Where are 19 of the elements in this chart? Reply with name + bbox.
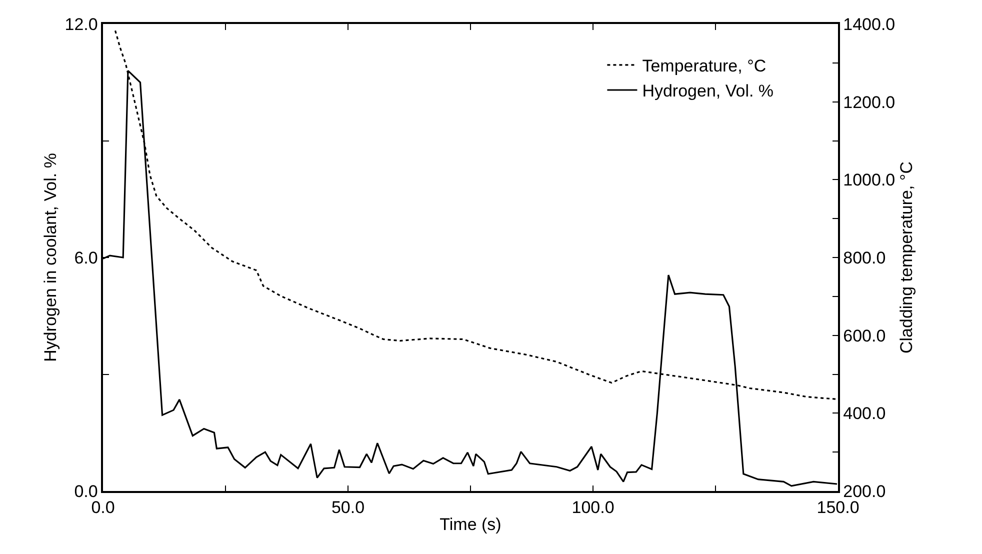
y-tick-label: 12.0 bbox=[64, 14, 98, 34]
x-tick-label: 100.0 bbox=[572, 498, 614, 518]
y2-tick-label: 200.0 bbox=[843, 482, 886, 501]
x-tick-label: 150.0 bbox=[816, 498, 860, 518]
y-axis-title: Hydrogen in coolant, Vol. % bbox=[40, 153, 60, 362]
legend-label: Temperature, °C bbox=[642, 56, 766, 76]
y-tick-label: 6.0 bbox=[74, 248, 98, 268]
x-tick-label: 0.0 bbox=[91, 498, 115, 518]
x-axis-title: Time (s) bbox=[440, 515, 502, 534]
y2-tick-label: 1000.0 bbox=[843, 170, 896, 190]
y2-tick-label: 800.0 bbox=[843, 248, 886, 268]
y2-tick-label: 600.0 bbox=[843, 326, 886, 346]
y-tick-label: 0.0 bbox=[74, 482, 98, 501]
y2-tick-label: 400.0 bbox=[843, 404, 886, 424]
y2-tick-label: 1400.0 bbox=[843, 14, 896, 34]
legend-label: Hydrogen, Vol. % bbox=[642, 82, 774, 101]
x-tick-label: 50.0 bbox=[331, 498, 365, 518]
y2-axis-title: Cladding temperature, °C bbox=[897, 161, 916, 354]
y2-tick-label: 1200.0 bbox=[843, 92, 896, 112]
